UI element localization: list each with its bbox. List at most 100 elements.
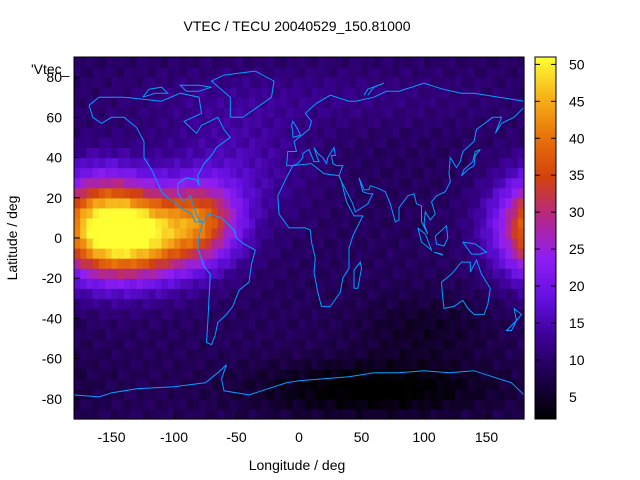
- heatmap-cell: [392, 368, 400, 380]
- heatmap-cell: [399, 398, 406, 410]
- heatmap-cell: [405, 238, 413, 249]
- heatmap-cell: [161, 278, 169, 289]
- heatmap-cell: [224, 298, 231, 309]
- heatmap-cell: [417, 57, 425, 68]
- heatmap-cell: [74, 308, 81, 320]
- heatmap-cell: [249, 378, 256, 390]
- heatmap-cell: [486, 338, 494, 350]
- heatmap-cell: [211, 238, 219, 249]
- heatmap-cell: [249, 338, 256, 350]
- heatmap-cell: [486, 248, 494, 259]
- heatmap-cell: [442, 177, 450, 189]
- heatmap-cell: [392, 107, 400, 118]
- heatmap-cell: [486, 107, 494, 118]
- heatmap-cell: [292, 378, 300, 390]
- heatmap-cell: [430, 187, 438, 199]
- colorbar-tick-label: 40: [569, 130, 585, 146]
- heatmap-cell: [286, 127, 294, 139]
- heatmap-cell: [299, 137, 306, 149]
- heatmap-cell: [142, 358, 150, 370]
- heatmap-cell: [149, 197, 156, 209]
- heatmap-cell: [449, 398, 456, 410]
- heatmap-cell: [411, 348, 419, 360]
- heatmap-cell: [305, 117, 313, 128]
- heatmap-cell: [336, 318, 344, 330]
- coastline: [353, 260, 363, 289]
- heatmap-cell: [486, 97, 494, 108]
- heatmap-cell: [442, 127, 450, 139]
- heatmap-cell: [242, 298, 250, 309]
- heatmap-cell: [186, 227, 194, 239]
- heatmap-cell: [230, 258, 238, 269]
- heatmap-cell: [330, 358, 338, 370]
- heatmap-cell: [174, 348, 181, 360]
- heatmap-cell: [330, 378, 338, 390]
- heatmap-cell: [517, 318, 525, 330]
- heatmap-cell: [92, 207, 100, 219]
- heatmap-cell: [411, 368, 419, 380]
- heatmap-cell: [117, 177, 125, 189]
- heatmap-cell: [149, 318, 156, 330]
- heatmap-cell: [442, 378, 450, 390]
- heatmap-cell: [224, 127, 231, 139]
- heatmap-cell: [155, 227, 163, 239]
- heatmap-cell: [155, 137, 163, 149]
- heatmap-cell: [280, 167, 288, 179]
- heatmap-cell: [330, 318, 338, 330]
- heatmap-cell: [317, 388, 325, 400]
- heatmap-cell: [86, 137, 94, 149]
- heatmap-cell: [286, 348, 294, 360]
- heatmap-cell: [467, 197, 475, 209]
- heatmap-cell: [117, 227, 125, 239]
- heatmap-cell: [292, 217, 300, 229]
- heatmap-cell: [255, 378, 263, 390]
- heatmap-cell: [436, 268, 444, 279]
- heatmap-cell: [80, 197, 88, 209]
- heatmap-cell: [436, 378, 444, 390]
- heatmap-cell: [436, 207, 444, 219]
- heatmap-cell: [330, 177, 338, 189]
- heatmap-cell: [192, 338, 200, 350]
- heatmap-cell: [455, 278, 463, 289]
- heatmap-cell: [186, 57, 194, 68]
- heatmap-cell: [430, 67, 438, 78]
- heatmap-cell: [442, 77, 450, 88]
- heatmap-cell: [486, 167, 494, 179]
- heatmap-cell: [149, 298, 156, 309]
- heatmap-cell: [180, 157, 188, 169]
- heatmap-cell: [211, 258, 219, 269]
- x-tick-label: 0: [295, 429, 303, 445]
- heatmap-cell: [480, 268, 488, 279]
- heatmap-cell: [417, 167, 425, 179]
- heatmap-cell: [349, 388, 356, 400]
- heatmap-cell: [111, 268, 119, 279]
- heatmap-cell: [386, 77, 394, 88]
- heatmap-cell: [455, 117, 463, 128]
- heatmap-cell: [86, 157, 94, 169]
- heatmap-cell: [411, 117, 419, 128]
- heatmap-cell: [411, 127, 419, 139]
- heatmap-cell: [399, 288, 406, 299]
- heatmap-cell: [505, 167, 513, 179]
- heatmap-cell: [461, 408, 469, 420]
- heatmap-cell: [130, 117, 138, 128]
- heatmap-cell: [430, 248, 438, 259]
- heatmap-cell: [461, 238, 469, 249]
- heatmap-cell: [361, 177, 369, 189]
- heatmap-cell: [161, 358, 169, 370]
- heatmap-cell: [486, 137, 494, 149]
- heatmap-cell: [374, 308, 381, 320]
- heatmap-cell: [492, 87, 500, 98]
- heatmap-cell: [86, 117, 94, 128]
- heatmap-cell: [242, 328, 250, 340]
- heatmap-cell: [517, 97, 525, 108]
- heatmap-cell: [311, 97, 319, 108]
- heatmap-cell: [324, 318, 331, 330]
- heatmap-cell: [355, 358, 363, 370]
- heatmap-cell: [492, 338, 500, 350]
- heatmap-cell: [405, 167, 413, 179]
- heatmap-cell: [424, 278, 431, 289]
- coastline: [417, 227, 433, 252]
- heatmap-cell: [286, 197, 294, 209]
- heatmap-cell: [336, 67, 344, 78]
